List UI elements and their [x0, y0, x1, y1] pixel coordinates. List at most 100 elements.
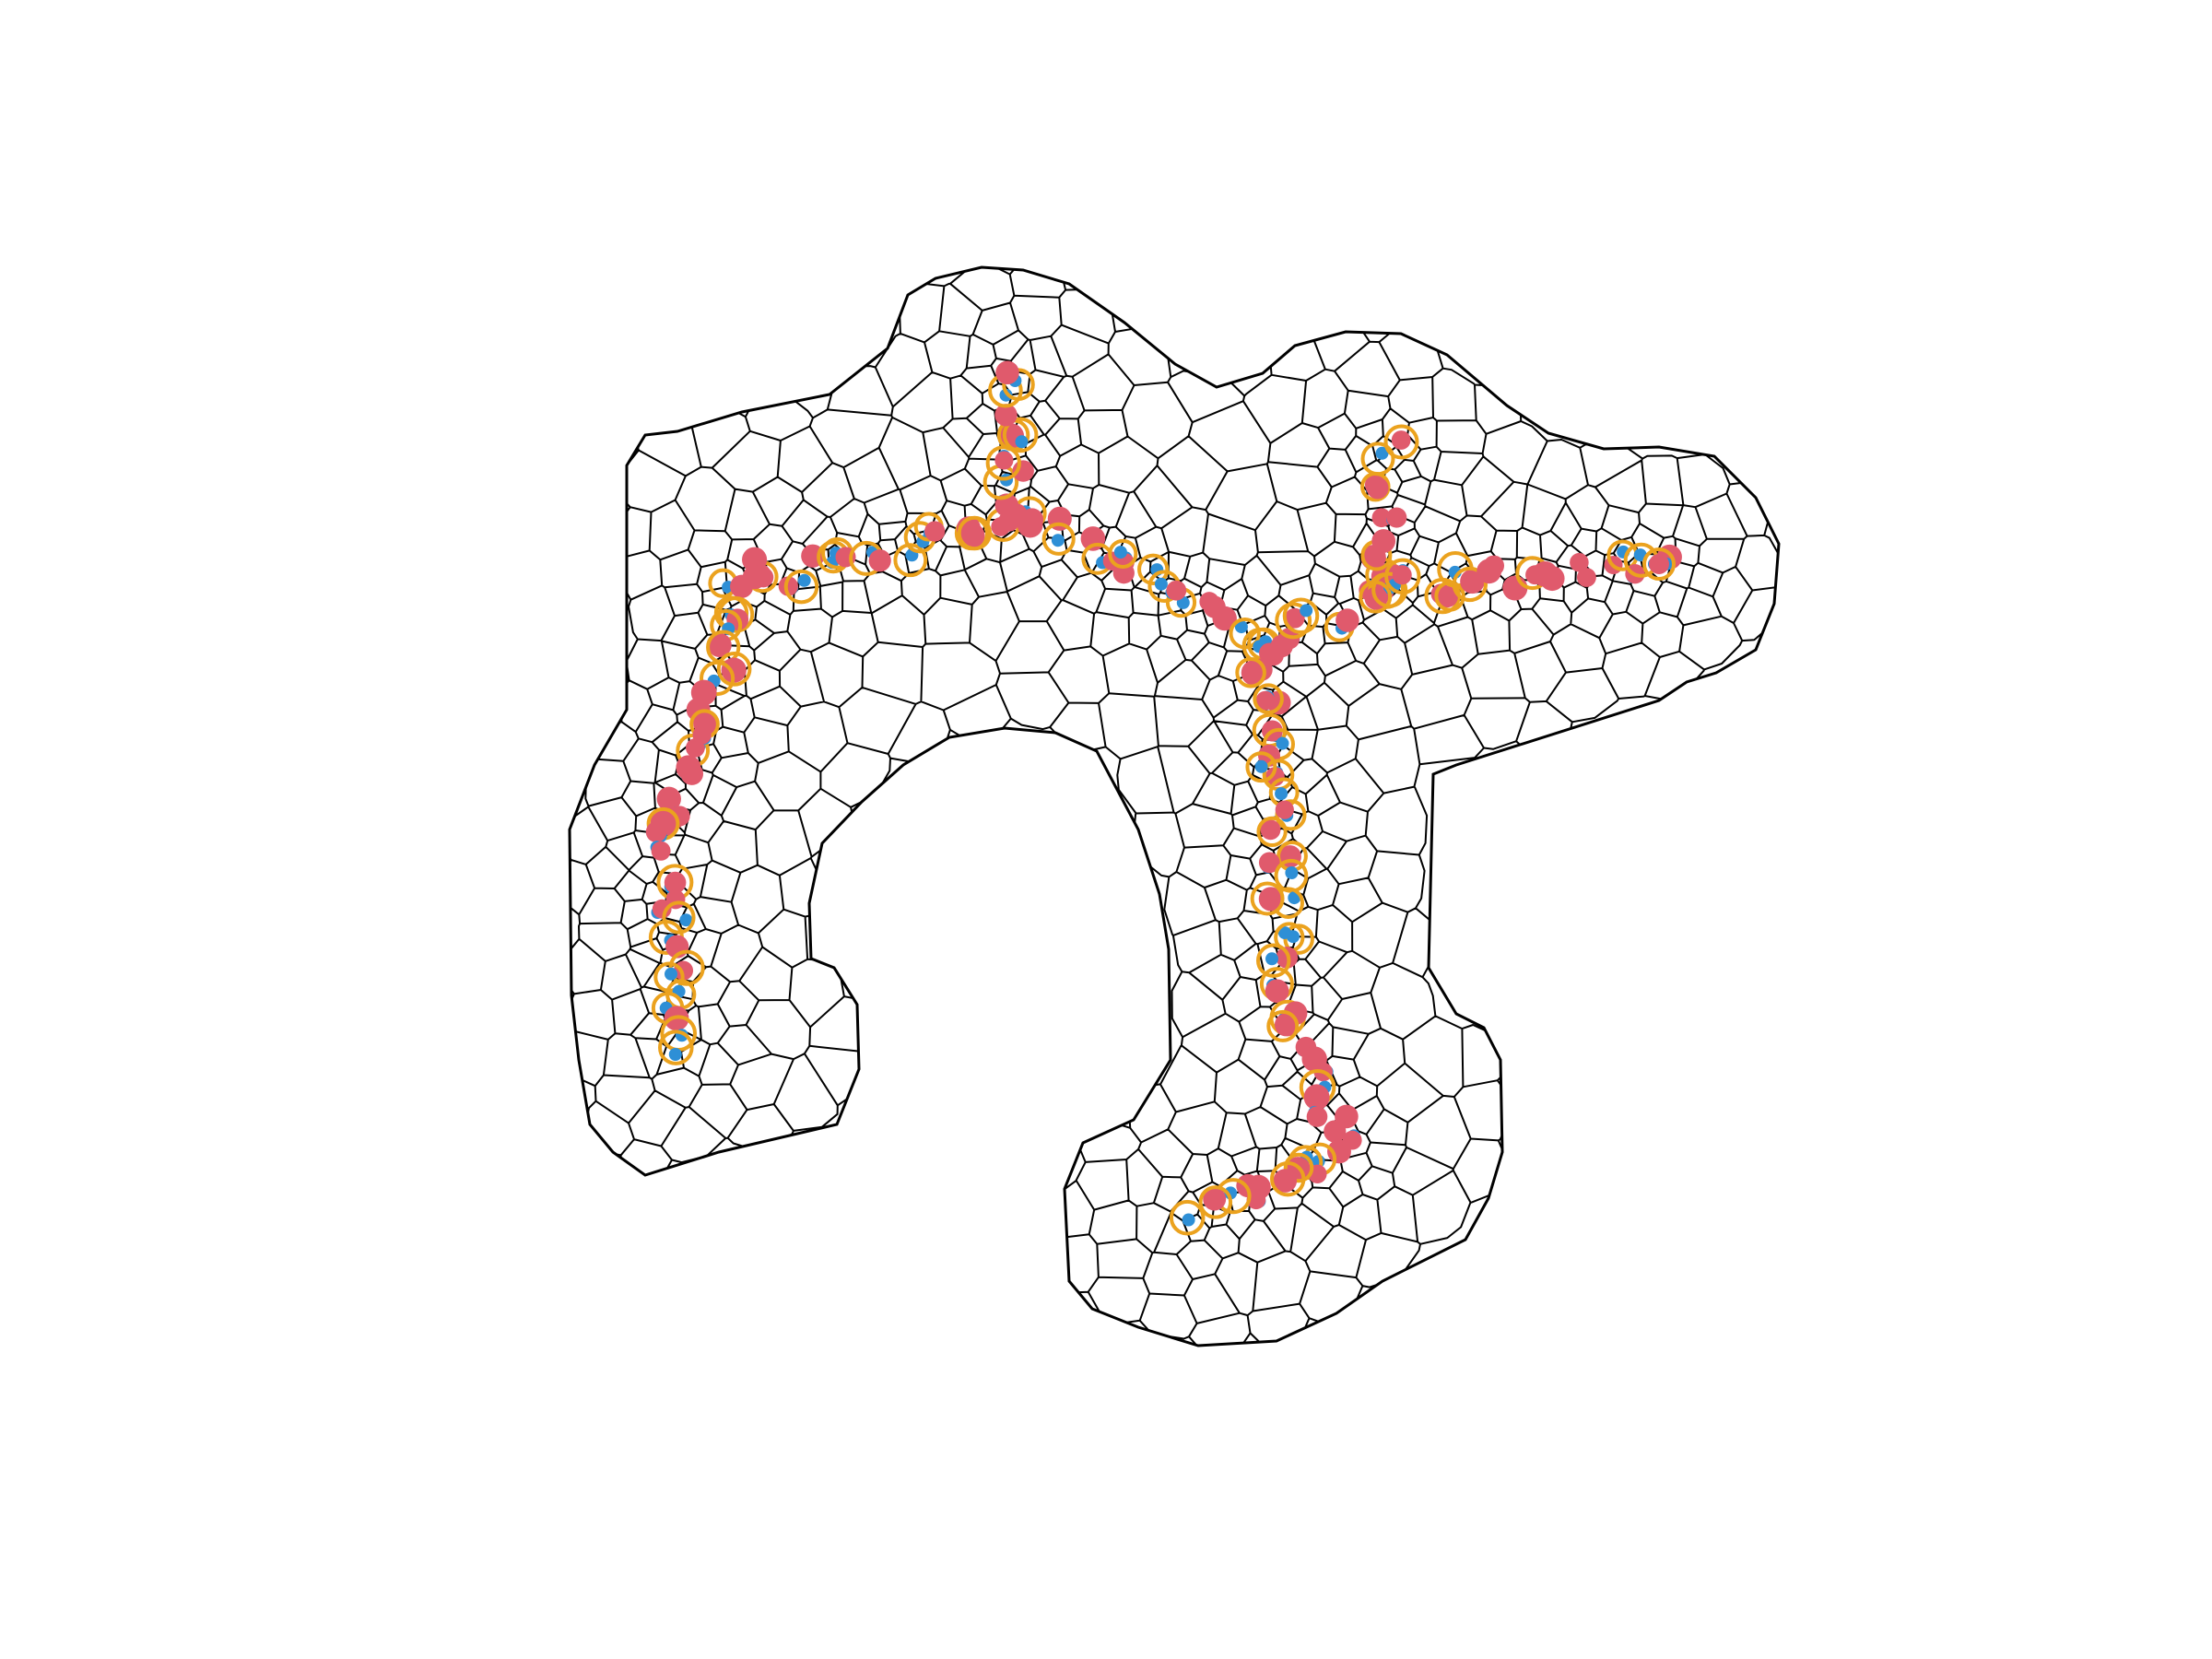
ring-marker [1002, 417, 1039, 453]
red-disc-marker [1203, 1187, 1227, 1211]
ring-marker [1041, 522, 1076, 556]
ring-marker [700, 660, 735, 697]
red-disc-marker [1371, 508, 1392, 528]
blue-dot-marker [1182, 1213, 1195, 1227]
blue-dot-marker [1254, 759, 1268, 773]
ring-marker [716, 652, 752, 687]
blue-dot-marker [1234, 620, 1248, 634]
ring-marker [1256, 816, 1288, 848]
ring-marker [1282, 597, 1320, 634]
red-disc-marker [1576, 568, 1596, 587]
red-disc-marker [1274, 1013, 1299, 1037]
red-disc-marker [1260, 819, 1281, 841]
ring-marker [1266, 1009, 1300, 1042]
ring-marker [1371, 571, 1408, 608]
red-disc-marker [707, 632, 732, 657]
voronoi-cell-edges [570, 267, 1779, 1346]
blue-dot-marker [668, 1048, 682, 1061]
cell-markers [645, 360, 1682, 1236]
red-disc-marker [656, 786, 681, 811]
ring-marker [1198, 1185, 1233, 1219]
red-disc-marker [994, 404, 1018, 427]
ring-marker [1235, 657, 1266, 688]
ring-marker [662, 900, 696, 935]
red-disc-marker [1166, 580, 1187, 601]
blue-dot-marker [1276, 736, 1289, 750]
red-disc-marker [1483, 555, 1505, 577]
tissue-outline [568, 265, 1781, 1347]
red-disc-marker [1436, 585, 1458, 608]
red-disc-marker [1241, 660, 1267, 686]
ring-marker [1250, 881, 1285, 916]
red-disc-marker [1265, 979, 1289, 1004]
blue-dot-marker [1015, 435, 1029, 449]
blue-dot-marker [1285, 866, 1299, 879]
red-disc-marker [1273, 1169, 1298, 1193]
ring-marker [1283, 1152, 1314, 1183]
ring-marker [1169, 1199, 1206, 1236]
red-disc-marker [1303, 1084, 1330, 1111]
blue-dot-marker [1265, 952, 1278, 966]
red-disc-marker [778, 576, 798, 596]
ring-marker [1255, 943, 1291, 978]
red-disc-marker [1391, 430, 1411, 450]
blue-dot-marker [1154, 577, 1168, 591]
red-disc-marker [959, 523, 985, 548]
red-disc-marker [1386, 507, 1407, 528]
red-disc-marker [1324, 1120, 1347, 1143]
red-disc-marker [1570, 552, 1589, 572]
red-disc-marker [645, 821, 667, 843]
red-disc-marker [1258, 852, 1280, 874]
ring-marker [1245, 751, 1277, 783]
red-disc-marker [995, 360, 1019, 385]
ring-marker [1137, 553, 1170, 585]
red-disc-marker [1017, 512, 1043, 538]
red-disc-marker [868, 549, 891, 572]
red-disc-marker [1539, 566, 1565, 592]
ring-marker [1275, 602, 1312, 640]
ring-marker [893, 543, 928, 578]
red-disc-marker [652, 899, 672, 919]
blue-dot-marker [797, 573, 811, 587]
red-disc-marker [994, 451, 1014, 470]
red-disc-marker [1649, 554, 1669, 574]
red-disc-marker [1306, 1106, 1328, 1127]
red-disc-marker [924, 521, 946, 542]
voronoi-cells [570, 267, 1779, 1346]
ring-marker [1253, 683, 1284, 714]
ring-marker [1270, 1161, 1306, 1197]
blue-dot-marker [665, 967, 677, 981]
red-disc-marker [1275, 800, 1294, 819]
ring-marker [783, 569, 819, 605]
red-disc-marker [692, 725, 712, 745]
ring-marker [1383, 424, 1419, 460]
red-disc-marker [1212, 606, 1237, 631]
ring-marker [1384, 558, 1421, 595]
red-disc-marker [1258, 887, 1283, 912]
ring-marker [1108, 538, 1138, 569]
red-disc-marker [1284, 607, 1305, 629]
red-disc-marker [664, 871, 687, 894]
red-disc-marker [721, 657, 747, 683]
blue-dot-marker [679, 913, 693, 927]
ring-marker [1360, 441, 1395, 477]
red-disc-marker [742, 565, 767, 590]
blue-dot-marker [1113, 546, 1127, 559]
blue-dot-marker [1277, 926, 1291, 939]
red-disc-marker [651, 841, 671, 861]
red-disc-marker [1392, 565, 1412, 585]
blue-dot-marker [1051, 534, 1065, 547]
red-disc-marker [1262, 644, 1284, 666]
red-disc-marker [1335, 608, 1359, 632]
ring-marker [658, 1030, 694, 1065]
red-disc-marker [742, 547, 768, 572]
red-disc-marker [1255, 690, 1276, 711]
blue-dot-marker [1300, 604, 1313, 618]
ring-marker [1434, 581, 1465, 612]
ring-marker [1642, 547, 1676, 581]
ring-marker [1452, 566, 1488, 603]
blue-dot-marker [1275, 787, 1288, 801]
blue-dot-marker [1375, 446, 1389, 460]
